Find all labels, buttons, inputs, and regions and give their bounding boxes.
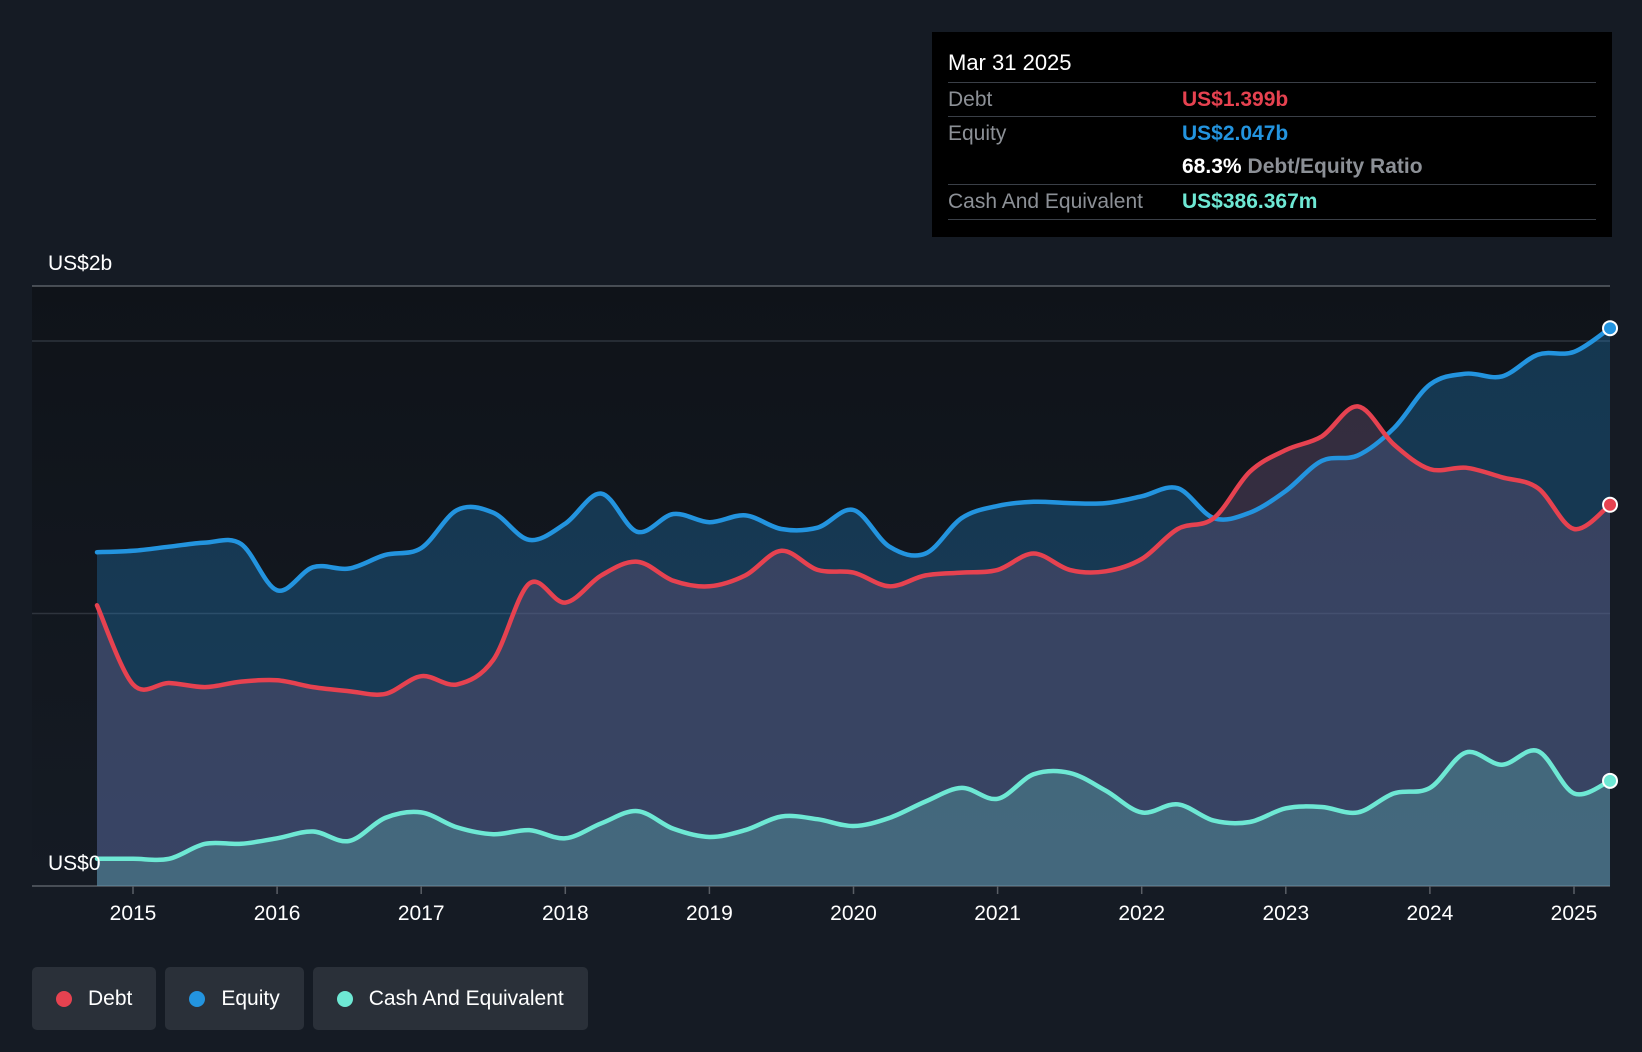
tooltip-equity-label: Equity: [948, 122, 1007, 145]
y-axis-label-top: US$2b: [48, 252, 112, 275]
tooltip-ratio-label: Debt/Equity Ratio: [1247, 155, 1423, 178]
tooltip-debt-row: Debt US$1.399b: [948, 82, 1596, 117]
debt-endpoint-marker: [1602, 496, 1619, 513]
tooltip-panel: Mar 31 2025 Debt US$1.399b Equity US$2.0…: [932, 32, 1612, 237]
x-tick-label-2024: 2024: [1407, 902, 1454, 925]
tooltip-equity-row: Equity US$2.047b: [948, 116, 1596, 151]
legend-label-equity: Equity: [221, 986, 280, 1010]
x-tick-label-2015: 2015: [110, 902, 157, 925]
legend: Debt Equity Cash And Equivalent: [32, 967, 588, 1030]
cash-area: [96, 750, 1611, 886]
legend-label-cash: Cash And Equivalent: [368, 986, 564, 1010]
tooltip-ratio-row: 68.3% Debt/Equity Ratio: [948, 150, 1596, 184]
legend-item-debt[interactable]: Debt: [32, 967, 157, 1030]
equity-dot-icon: [189, 990, 206, 1007]
x-tick-label-2016: 2016: [254, 902, 301, 925]
debt-area: [96, 406, 1611, 886]
plot-background: [32, 286, 1610, 886]
x-tick-label-2021: 2021: [974, 902, 1021, 925]
tooltip-cash-value: US$386.367m: [1182, 190, 1318, 213]
tooltip-cash-row: Cash And Equivalent US$386.367m: [948, 184, 1596, 220]
tooltip-cash-label: Cash And Equivalent: [948, 190, 1143, 213]
y-axis-label-bottom: US$0: [48, 852, 101, 875]
equity-endpoint-marker: [1602, 320, 1619, 337]
x-tick-label-2020: 2020: [830, 902, 877, 925]
x-tick-label-2018: 2018: [542, 902, 589, 925]
equity-area: [96, 328, 1611, 886]
cash-line: [94, 748, 1613, 863]
equity-line: [94, 325, 1613, 593]
x-tick-label-2025: 2025: [1551, 902, 1598, 925]
legend-label-debt: Debt: [88, 986, 133, 1010]
x-tick-label-2019: 2019: [686, 902, 733, 925]
legend-item-equity[interactable]: Equity: [165, 967, 304, 1030]
cash-dot-icon: [336, 990, 353, 1007]
tooltip-debt-value: US$1.399b: [1182, 88, 1289, 111]
tooltip-date: Mar 31 2025: [948, 50, 1072, 75]
tooltip-equity-value: US$2.047b: [1182, 122, 1289, 145]
debt-line: [94, 404, 1613, 697]
cash-endpoint-marker: [1602, 772, 1619, 789]
x-tick-label-2023: 2023: [1262, 902, 1309, 925]
x-tick-label-2022: 2022: [1118, 902, 1165, 925]
tooltip-ratio: 68.3% Debt/Equity Ratio: [1182, 155, 1423, 179]
legend-item-cash[interactable]: Cash And Equivalent: [312, 967, 588, 1030]
tooltip-debt-label: Debt: [948, 88, 993, 111]
debt-dot-icon: [56, 990, 72, 1007]
x-tick-label-2017: 2017: [398, 902, 445, 925]
tooltip-ratio-value: 68.3%: [1182, 155, 1242, 178]
